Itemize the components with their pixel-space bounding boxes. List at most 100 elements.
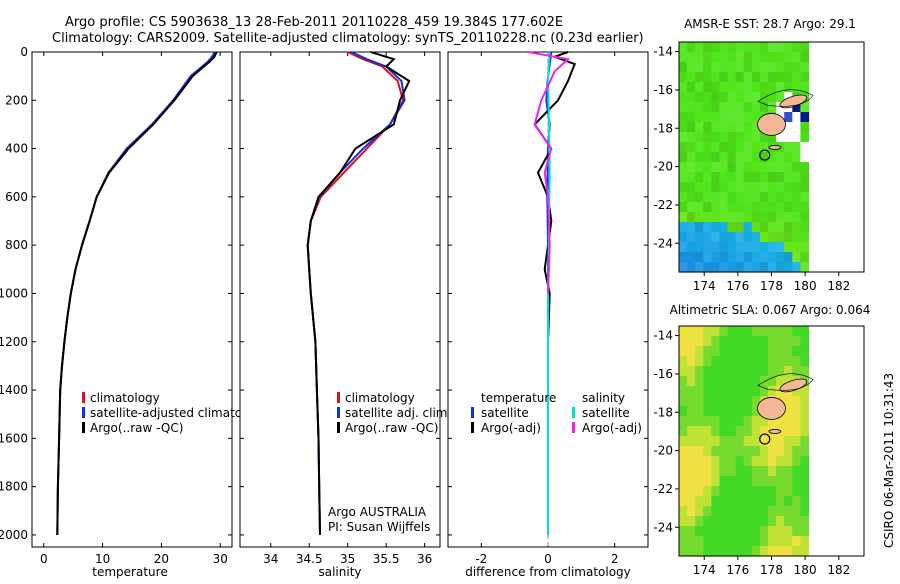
sst-map-title: AMSR-E SST: 28.7 Argo: 29.1 xyxy=(684,17,856,31)
map-cell xyxy=(735,366,745,377)
map-cell xyxy=(727,122,737,133)
map-cell xyxy=(695,456,704,467)
map-cell xyxy=(743,396,753,407)
map-cell xyxy=(735,426,745,437)
map-cell xyxy=(695,526,704,537)
map-cell xyxy=(776,356,785,367)
map-cell xyxy=(800,466,810,477)
map-cell xyxy=(719,172,729,183)
map-cell xyxy=(711,496,721,507)
map-y-tick-label: -22 xyxy=(653,482,673,496)
map-cell xyxy=(751,252,761,263)
legend-swatch-temp-satellite xyxy=(471,407,474,418)
map-cell xyxy=(759,252,769,263)
sst-map: AMSR-E SST: 28.7 Argo: 29.1 -14 -16 -18 -20… xyxy=(653,17,865,293)
map-cell xyxy=(751,142,761,153)
map-y-tick-label: -14 xyxy=(653,329,673,343)
map-cell xyxy=(687,262,696,273)
map-cell xyxy=(711,52,721,63)
map-cell xyxy=(800,202,810,213)
island-vanua-levu xyxy=(779,378,808,393)
map-cell xyxy=(719,42,729,53)
map-cell xyxy=(719,486,729,497)
island-kadavu xyxy=(768,429,782,434)
map-cell xyxy=(695,102,704,113)
map-cell xyxy=(759,366,769,377)
map-cell xyxy=(727,132,737,143)
island-viti-levu xyxy=(757,397,786,420)
map-cell xyxy=(751,516,761,527)
map-cell xyxy=(727,222,737,233)
map-cell xyxy=(792,122,801,133)
legend-swatch-argo xyxy=(337,422,340,433)
map-x-tick-label: 180 xyxy=(794,563,817,577)
map-cell xyxy=(784,62,793,73)
island-vanua-levu xyxy=(779,94,808,109)
map-cell xyxy=(687,536,696,547)
map-cell xyxy=(719,232,729,243)
map-cell xyxy=(776,456,785,467)
map-cell xyxy=(751,72,761,83)
map-cell xyxy=(759,72,769,83)
map-cell xyxy=(768,336,777,347)
map-cell xyxy=(776,366,785,377)
map-cell xyxy=(800,516,810,527)
map-cell xyxy=(687,516,696,527)
map-cell xyxy=(735,172,745,183)
map-cell xyxy=(711,346,721,357)
legend-swatch-sal-satellite xyxy=(572,407,575,418)
map-cell xyxy=(711,326,721,337)
map-cell xyxy=(679,142,688,153)
map-cell xyxy=(687,486,696,497)
map-cell xyxy=(703,182,712,193)
map-cell xyxy=(751,436,761,447)
map-cell xyxy=(759,386,769,397)
map-cell xyxy=(743,416,753,427)
map-cell xyxy=(695,376,704,387)
map-cell xyxy=(792,416,801,427)
map-cell xyxy=(679,182,688,193)
map-cell xyxy=(711,142,721,153)
map-cell xyxy=(768,262,777,273)
map-cell xyxy=(751,396,761,407)
map-cell xyxy=(776,62,785,73)
map-cell xyxy=(800,142,810,153)
map-cell xyxy=(800,336,810,347)
map-x-tick-label: 182 xyxy=(827,563,850,577)
map-cell xyxy=(792,466,801,477)
map-cell xyxy=(759,262,769,273)
map-cell xyxy=(695,122,704,133)
map-cell xyxy=(743,466,753,477)
map-cell xyxy=(735,446,745,457)
map-cell xyxy=(759,162,769,173)
map-cell xyxy=(719,82,729,93)
map-cell xyxy=(711,546,721,557)
map-cell xyxy=(703,112,712,123)
map-cell xyxy=(679,252,688,263)
map-cell xyxy=(711,466,721,477)
map-cell xyxy=(800,456,810,467)
map-cell xyxy=(711,536,721,547)
map-cell xyxy=(759,242,769,253)
map-cell xyxy=(735,466,745,477)
map-cell xyxy=(784,242,793,253)
map-cell xyxy=(679,346,688,357)
map-cell xyxy=(703,122,712,133)
map-cell xyxy=(679,242,688,253)
map-cell xyxy=(711,396,721,407)
map-cell xyxy=(735,262,745,273)
map-cell xyxy=(784,232,793,243)
map-cell xyxy=(792,142,801,153)
map-cell xyxy=(792,356,801,367)
map-cell xyxy=(768,82,777,93)
map-cell xyxy=(776,222,785,233)
map-cell xyxy=(711,506,721,517)
map-cell xyxy=(759,202,769,213)
map-cell xyxy=(695,336,704,347)
map-cell xyxy=(759,232,769,243)
map-cell xyxy=(719,72,729,83)
map-cell xyxy=(784,42,793,53)
map-cell xyxy=(687,366,696,377)
map-cell xyxy=(776,52,785,63)
